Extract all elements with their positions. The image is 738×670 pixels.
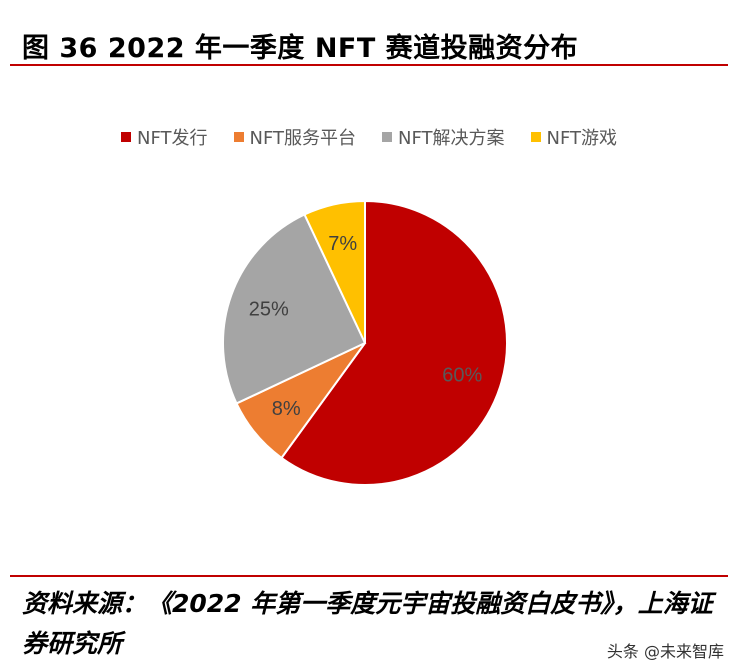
legend-label: NFT解决方案 — [398, 128, 505, 149]
title-divider — [10, 64, 728, 66]
source-divider — [10, 575, 728, 577]
legend-swatch — [382, 132, 392, 142]
legend-item-nft-solutions: NFT解决方案 — [382, 124, 505, 150]
legend-item-nft-games: NFT游戏 — [530, 124, 618, 150]
data-label-nft-games: 7% — [328, 233, 357, 255]
data-label-nft-issuance: 60% — [442, 365, 482, 387]
data-label-nft-service-platform: 8% — [272, 398, 301, 420]
source-note: 资料来源：《2022 年第一季度元宇宙投融资白皮书》，上海证券研究所 — [22, 589, 713, 658]
legend-label: NFT游戏 — [546, 128, 618, 149]
legend-item-nft-issuance: NFT发行 — [121, 124, 208, 150]
data-label-nft-solutions: 25% — [249, 298, 289, 320]
chart-legend: NFT发行 NFT服务平台 NFT解决方案 NFT游戏 — [0, 124, 738, 150]
legend-item-nft-service-platform: NFT服务平台 — [233, 124, 357, 150]
pie-chart: 60% 8% 25% 7% — [222, 199, 508, 486]
pie-slice-nft-games — [303, 199, 366, 344]
legend-swatch — [530, 132, 541, 142]
legend-swatch — [121, 132, 131, 142]
figure-title: 图 36 2022 年一季度 NFT 赛道投融资分布 — [22, 33, 579, 64]
pie-slice-nft-solutions — [222, 213, 367, 405]
watermark: 头条 @未来智库 — [602, 636, 728, 664]
legend-swatch — [233, 132, 244, 142]
legend-label: NFT发行 — [137, 128, 208, 149]
pie-slice-nft-issuance — [280, 199, 508, 486]
legend-label: NFT服务平台 — [249, 128, 357, 149]
